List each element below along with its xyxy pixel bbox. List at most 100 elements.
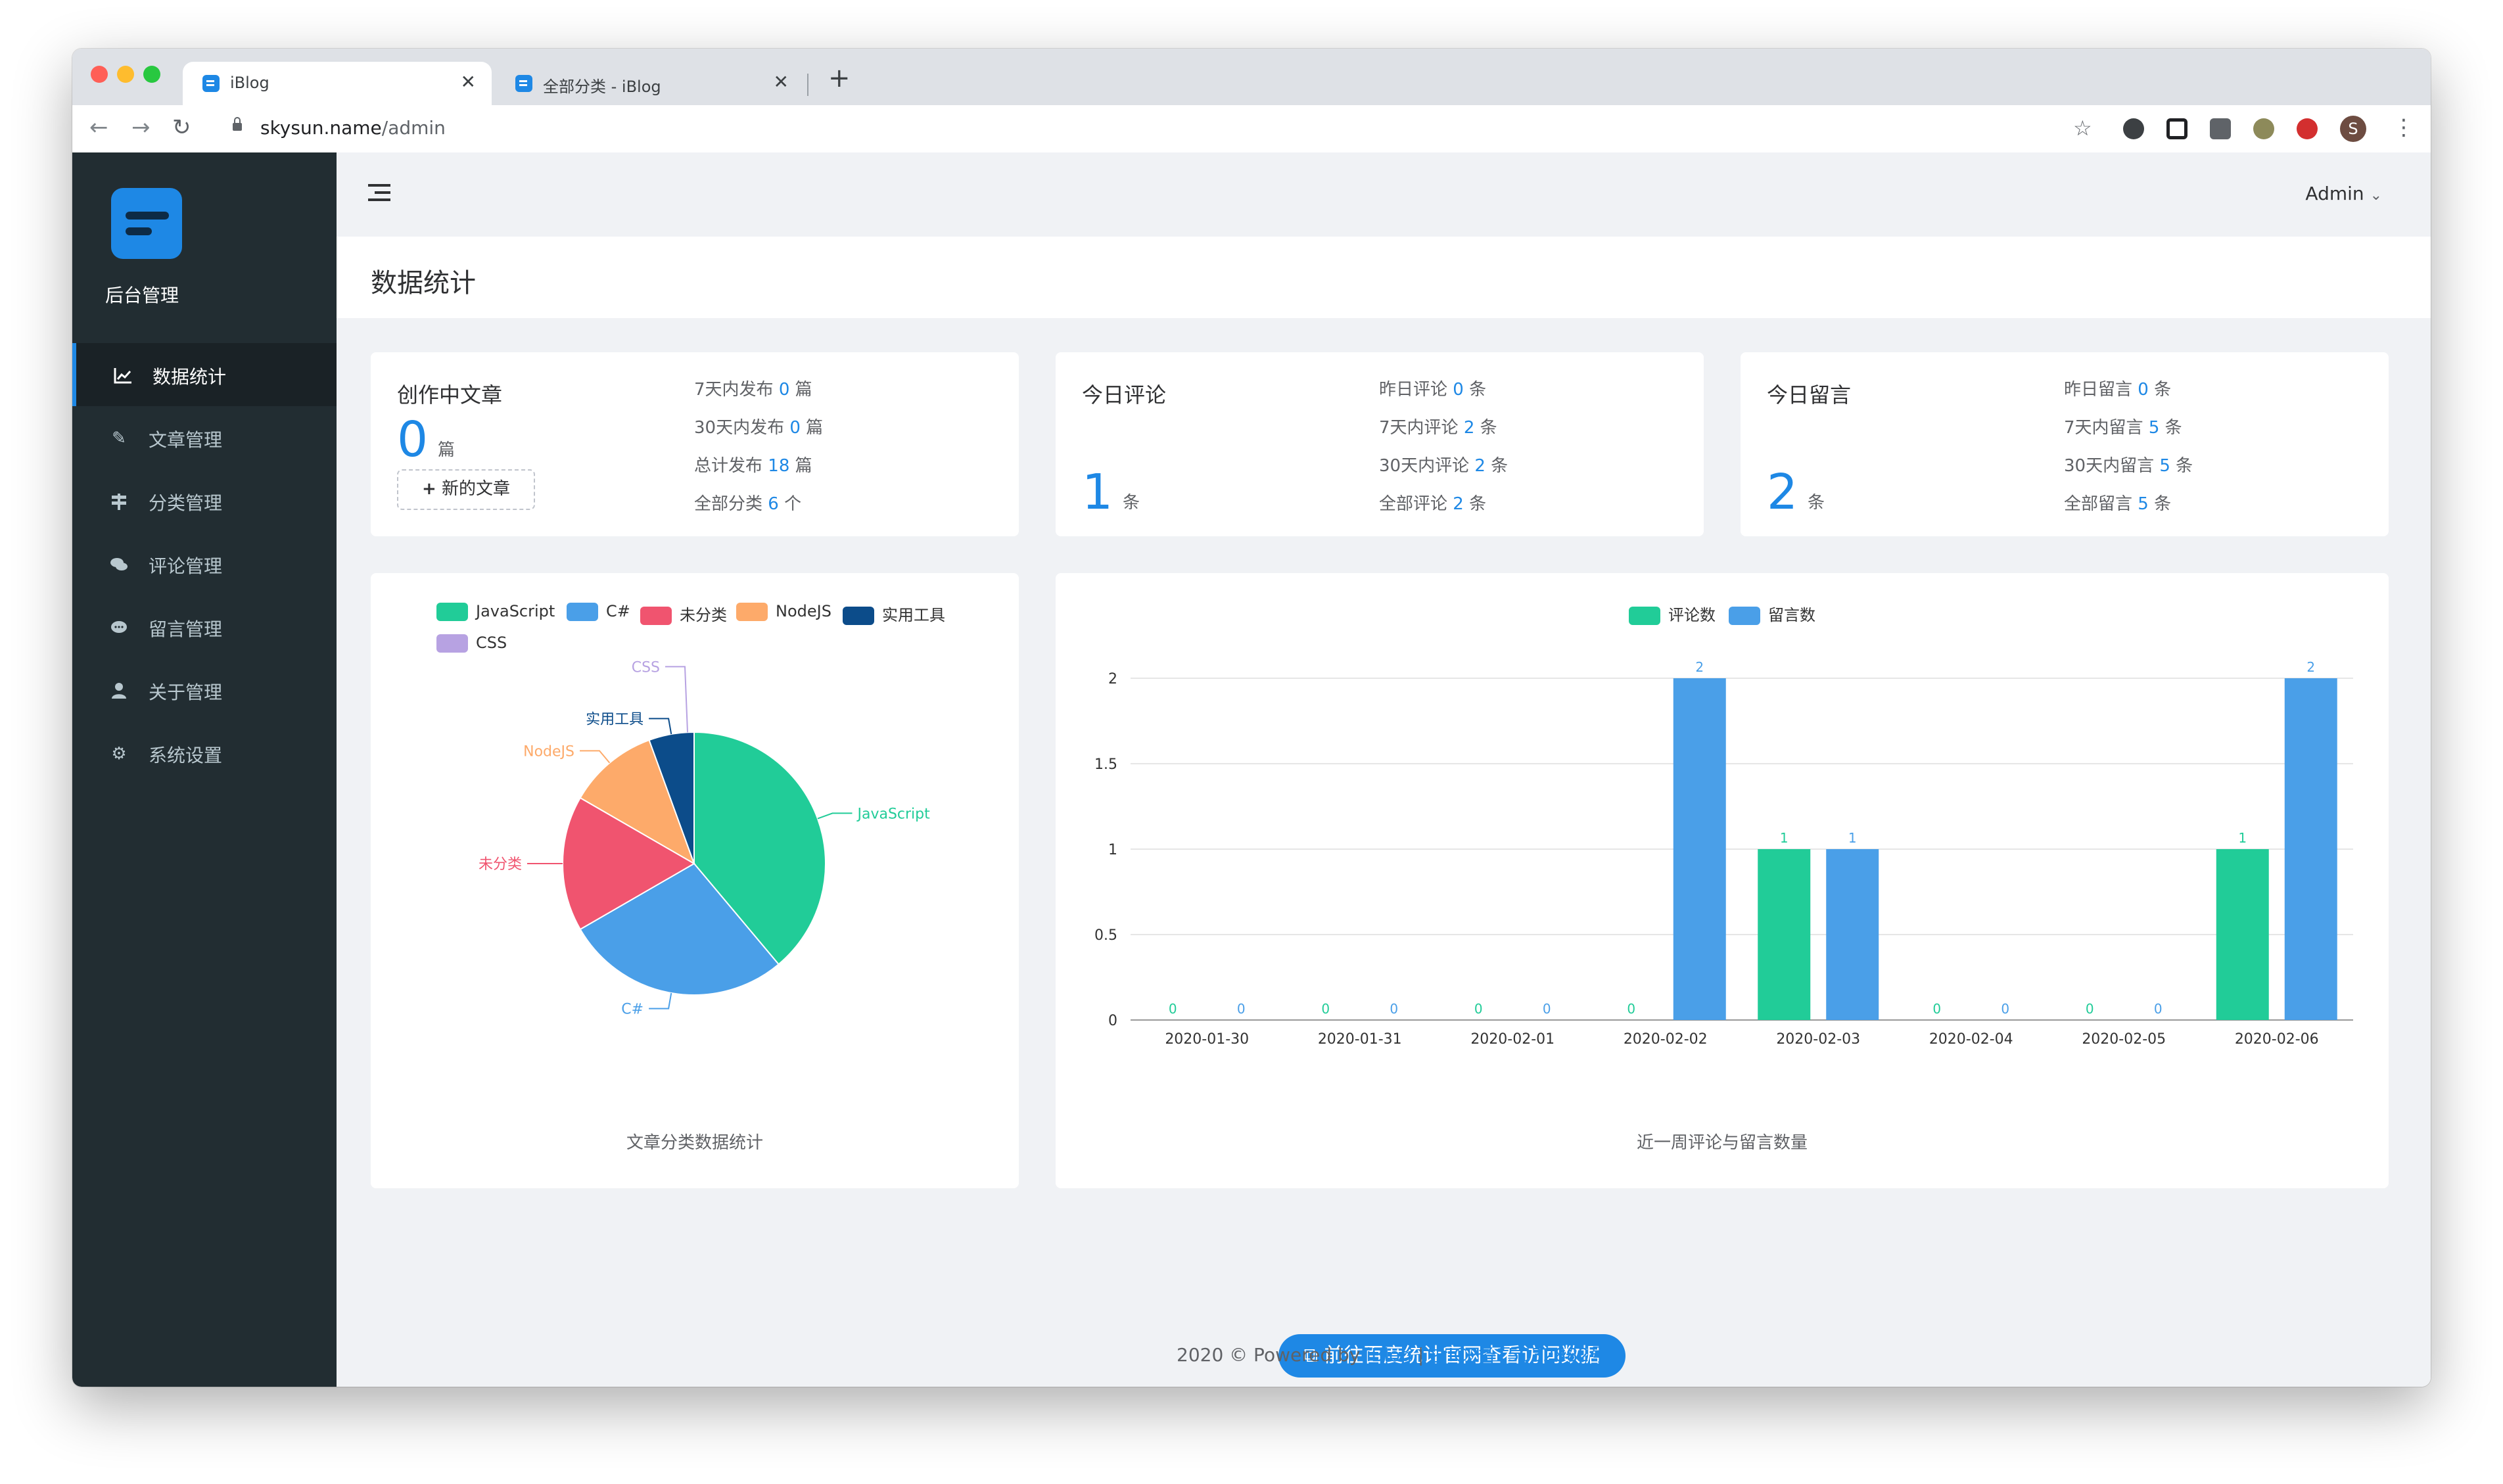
- pie-slice-0[interactable]: [693, 731, 826, 965]
- footer-iblog-link[interactable]: iBlog: [1366, 1344, 1412, 1366]
- sidebar-item-messages[interactable]: 留言管理: [72, 595, 337, 659]
- comments-value: 1: [1082, 464, 1113, 521]
- footer-sep: |: [1411, 1344, 1430, 1366]
- user-dropdown[interactable]: Admin ⌄: [2305, 183, 2382, 204]
- legend-item-5[interactable]: CSS: [436, 634, 507, 653]
- stat-line: 昨日评论 0 条: [1379, 380, 1487, 400]
- gears-icon: ⚙: [111, 744, 127, 764]
- extension-off-icon[interactable]: [2210, 118, 2231, 139]
- app-logo: [111, 188, 182, 259]
- browser-menu-icon[interactable]: ⋮: [2393, 114, 2415, 141]
- y-tick-label-1: 0.5: [1094, 927, 1117, 944]
- baidu-stats-button[interactable]: ⧉ 前往百度统计官网查看访问数据: [1278, 1334, 1626, 1378]
- bar-value-label-0-6: 0: [2086, 1001, 2094, 1017]
- bar-value-label-0-7: 1: [2238, 830, 2247, 846]
- bar-value-label-0-4: 1: [1780, 830, 1789, 846]
- admin-app: 后台管理 数据统计 ✎ 文章管理 分类管理: [72, 152, 2431, 1387]
- extension-5-icon[interactable]: [2297, 118, 2318, 139]
- sidebar-menu: 数据统计 ✎ 文章管理 分类管理 评论管理: [72, 343, 337, 785]
- sidebar-item-comments[interactable]: 评论管理: [72, 532, 337, 595]
- pie-slice-2[interactable]: [562, 797, 695, 931]
- bar-value-label-1-6: 0: [2154, 1001, 2163, 1017]
- pen-icon: ✎: [112, 429, 126, 448]
- forward-icon[interactable]: →: [131, 114, 151, 141]
- minimize-window-button[interactable]: [117, 66, 134, 83]
- comments-icon: [109, 555, 129, 574]
- close-window-button[interactable]: [91, 66, 108, 83]
- legend-item-comments[interactable]: 评论数: [1629, 602, 1716, 625]
- close-tab-icon[interactable]: ✕: [460, 71, 476, 93]
- legend-swatch: [436, 603, 468, 621]
- browser-toolbar: ← → ↻ skysun.name/admin ☆ S ⋮: [72, 105, 2431, 153]
- new-article-button[interactable]: + 新的文章: [397, 469, 535, 510]
- bar-value-label-0-1: 0: [1321, 1001, 1330, 1017]
- tab-categories[interactable]: 全部分类 - iBlog ✕: [496, 62, 805, 105]
- bar-1-3[interactable]: [1673, 678, 1726, 1020]
- legend-label: 留言数: [1768, 606, 1815, 624]
- stat-line: 总计发布 18 篇: [694, 456, 812, 476]
- sidebar-item-label: 系统设置: [149, 745, 223, 766]
- legend-swatch: [640, 607, 672, 625]
- articles-label: 创作中文章: [397, 383, 503, 407]
- bar-0-4[interactable]: [1758, 849, 1811, 1020]
- messages-value: 2: [1767, 464, 1798, 521]
- bookmark-star-icon[interactable]: ☆: [2073, 116, 2092, 141]
- legend-swatch: [1729, 607, 1760, 625]
- bar-value-label-1-4: 1: [1848, 830, 1857, 846]
- reload-icon[interactable]: ↻: [172, 114, 191, 141]
- legend-item-2[interactable]: 未分类: [640, 602, 727, 625]
- close-tab-icon[interactable]: ✕: [773, 71, 789, 93]
- extension-1-icon[interactable]: [2123, 118, 2144, 139]
- collapse-sidebar-icon[interactable]: [368, 181, 390, 204]
- pie-leader-line-4: [649, 718, 672, 735]
- tab-title: 全部分类 - iBlog: [543, 78, 661, 96]
- bar-value-label-1-5: 0: [2001, 1001, 2009, 1017]
- sidebar-item-statistics[interactable]: 数据统计: [72, 343, 337, 406]
- legend-swatch: [843, 607, 874, 625]
- bar-value-label-1-1: 0: [1390, 1001, 1398, 1017]
- x-tick-label-3: 2020-02-02: [1624, 1031, 1708, 1048]
- legend-item-4[interactable]: 实用工具: [843, 602, 945, 625]
- legend-item-0[interactable]: JavaScript: [436, 602, 555, 621]
- comments-label: 今日评论: [1082, 383, 1167, 407]
- sidebar-item-about[interactable]: 关于管理: [72, 659, 337, 722]
- messages-card: 今日留言 2 条 昨日留言 0 条 7天内留言 5 条 30天内留言 5 条 全…: [1741, 352, 2389, 536]
- bar-0-7[interactable]: [2216, 849, 2269, 1020]
- legend-swatch: [736, 603, 768, 621]
- tab-iblog[interactable]: iBlog ✕: [183, 62, 492, 105]
- bar-chart-title: 近一周评论与留言数量: [1636, 1133, 1808, 1153]
- bar-1-4[interactable]: [1826, 849, 1879, 1020]
- address-bar[interactable]: skysun.name/admin: [260, 117, 446, 139]
- pie-leader-line-0: [817, 812, 853, 820]
- comments-unit: 条: [1123, 493, 1140, 513]
- new-tab-button[interactable]: +: [828, 63, 851, 93]
- pie-slice-1[interactable]: [579, 862, 780, 996]
- x-tick-label-0: 2020-01-30: [1165, 1031, 1249, 1048]
- pie-slice-label-1: C#: [621, 1002, 643, 1018]
- sidebar-item-settings[interactable]: ⚙ 系统设置: [72, 722, 337, 785]
- back-icon[interactable]: ←: [89, 114, 108, 141]
- sidebar-item-label: 文章管理: [149, 429, 223, 451]
- sidebar-item-articles[interactable]: ✎ 文章管理: [72, 406, 337, 469]
- chevron-down-icon: ⌄: [2370, 187, 2382, 204]
- stat-line: 全部评论 2 条: [1379, 494, 1487, 514]
- articles-unit: 篇: [438, 440, 456, 460]
- legend-item-3[interactable]: NodeJS: [736, 602, 831, 621]
- profile-avatar[interactable]: S: [2340, 116, 2366, 142]
- extension-qr-icon[interactable]: [2166, 118, 2187, 139]
- footer-icp-link[interactable]: 浙ICP备15032882号: [1430, 1344, 1608, 1366]
- stat-line: 30天内发布 0 篇: [694, 418, 824, 438]
- y-tick-label-0: 0: [1108, 1013, 1117, 1029]
- pie-leader-line-5: [665, 666, 689, 733]
- sidebar-item-label: 评论管理: [149, 555, 223, 577]
- bar-1-7[interactable]: [2284, 678, 2337, 1020]
- legend-item-1[interactable]: C#: [567, 602, 630, 621]
- page-header: 数据统计: [337, 237, 2431, 318]
- sidebar-item-categories[interactable]: 分类管理: [72, 469, 337, 532]
- legend-swatch: [436, 634, 468, 653]
- maximize-window-button[interactable]: [143, 66, 160, 83]
- plus-icon: +: [421, 479, 436, 499]
- external-link-icon: ⧉: [1303, 1344, 1318, 1367]
- extension-4-icon[interactable]: [2253, 118, 2274, 139]
- legend-item-messages[interactable]: 留言数: [1729, 602, 1815, 625]
